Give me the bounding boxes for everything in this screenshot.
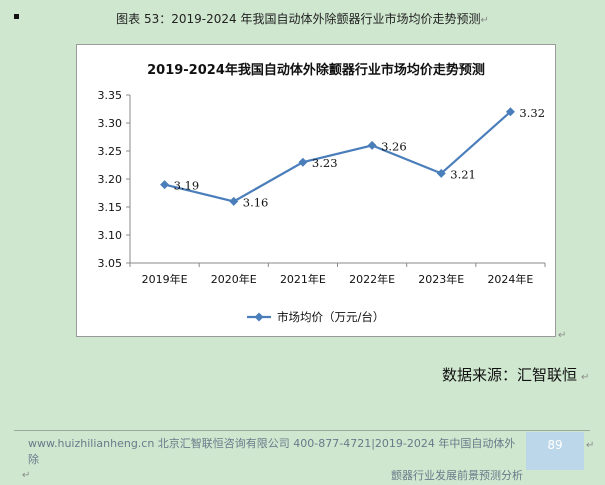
- data-label: 3.19: [174, 179, 200, 193]
- paragraph-mark-icon: ↵: [558, 330, 567, 341]
- x-tick-label: 2019年E: [142, 272, 188, 286]
- y-tick-label: 3.10: [98, 229, 123, 242]
- y-tick-label: 3.15: [98, 201, 123, 214]
- y-tick-label: 3.30: [98, 117, 123, 130]
- chart-title: 2019-2024年我国自动体外除颤器行业市场均价走势预测: [147, 63, 485, 78]
- series-line: [164, 110, 512, 203]
- chart-container: 2019-2024年我国自动体外除颤器行业市场均价走势预测 3.35 3.30 3.…: [76, 44, 556, 337]
- page-number: 89: [526, 432, 584, 470]
- bullet-marker: [14, 14, 19, 19]
- line-chart: 3.35 3.30 3.25 3.20 3.15 3.10 3.05 2019年E 2020年E…: [98, 89, 546, 324]
- data-point: [436, 168, 446, 178]
- data-label: 3.23: [312, 156, 338, 170]
- footer-line-2: 颤器行业发展前景预测分析: [391, 469, 523, 482]
- data-point: [229, 196, 239, 206]
- figure-caption-text: 图表 53：2019-2024 年我国自动体外除颤器行业市场均价走势预测: [116, 12, 481, 26]
- x-tick-label: 2020年E: [211, 272, 257, 286]
- paragraph-mark-icon: ↵: [586, 440, 595, 451]
- x-tick-label: 2021年E: [280, 272, 326, 286]
- paragraph-mark-icon: ↵: [22, 470, 31, 481]
- paragraph-mark-icon: ↵: [581, 372, 590, 383]
- data-label: 3.32: [519, 106, 545, 120]
- data-label: 3.21: [450, 167, 476, 181]
- y-tick-label: 3.25: [98, 145, 123, 158]
- y-tick-label: 3.20: [98, 173, 123, 186]
- data-label: 3.16: [243, 195, 269, 209]
- data-label: 3.26: [381, 139, 407, 153]
- x-tick-label: 2022年E: [349, 272, 395, 286]
- footer-text: www.huizhilianheng.cn 北京汇智联恒咨询有限公司 400-8…: [28, 436, 523, 484]
- y-tick-label: 3.05: [98, 257, 123, 270]
- x-tick-label: 2024年E: [487, 272, 533, 286]
- data-point: [160, 180, 170, 190]
- legend-marker: [254, 312, 264, 322]
- data-source: 数据来源：汇智联恒: [441, 366, 577, 384]
- data-point: [505, 107, 515, 117]
- y-tick-label: 3.35: [98, 89, 123, 102]
- data-point: [298, 157, 308, 167]
- footer-line-1: www.huizhilianheng.cn 北京汇智联恒咨询有限公司 400-8…: [28, 437, 516, 466]
- data-point: [367, 140, 377, 150]
- footer-divider: [14, 430, 590, 431]
- legend-label: 市场均价（万元/台）: [277, 310, 384, 324]
- x-tick-label: 2023年E: [418, 272, 464, 286]
- figure-caption: 图表 53：2019-2024 年我国自动体外除颤器行业市场均价走势预测↵: [116, 12, 489, 26]
